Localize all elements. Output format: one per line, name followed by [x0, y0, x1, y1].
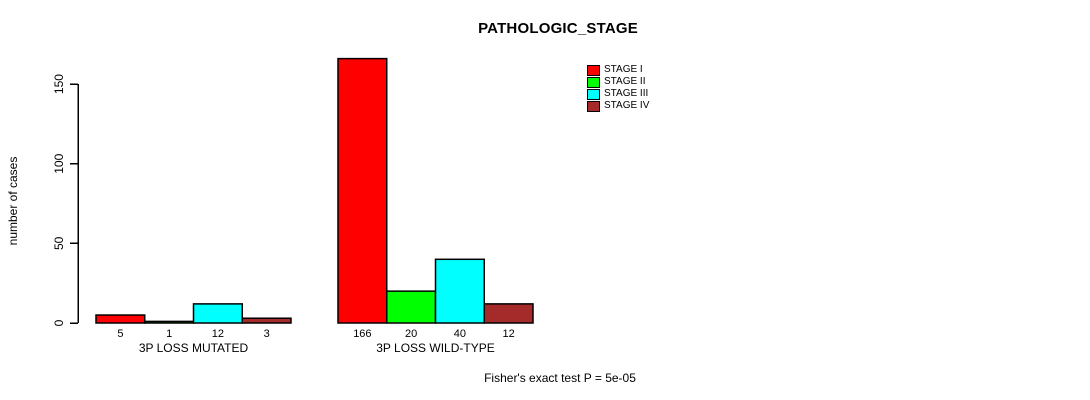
bar-value-label: 5	[117, 328, 123, 340]
legend-swatch-stage-iii	[587, 88, 600, 100]
category-label-3p-loss-wild-type: 3P LOSS WILD-TYPE	[376, 341, 494, 355]
legend-item-stage-iii: STAGE III	[587, 88, 649, 100]
bar-stage-i-3p-loss-wild-type	[337, 57, 388, 324]
legend-swatch-stage-ii	[587, 76, 600, 88]
legend-label: STAGE III	[604, 88, 649, 99]
bar-value-label: 12	[212, 328, 224, 340]
bar-value-label: 20	[405, 328, 417, 340]
bar-value-label: 166	[353, 328, 371, 340]
legend-label: STAGE I	[604, 64, 643, 75]
y-tick-label: 150	[52, 74, 66, 94]
bar-stage-ii-3p-loss-wild-type	[386, 290, 437, 324]
bar-stage-iv-3p-loss-mutated	[241, 317, 292, 324]
bar-stage-i-3p-loss-mutated	[95, 314, 146, 324]
stat-annotation: Fisher's exact test P = 5e-05	[484, 371, 636, 385]
y-tick-label: 100	[52, 153, 66, 173]
legend-label: STAGE IV	[604, 100, 650, 111]
bar-stage-ii-3p-loss-mutated	[144, 320, 195, 324]
bar-value-label: 12	[503, 328, 515, 340]
bar-value-label: 1	[166, 328, 172, 340]
bar-value-label: 40	[454, 328, 466, 340]
legend-swatch-stage-i	[587, 64, 600, 76]
y-tick-label: 0	[52, 319, 66, 326]
bar-stage-iii-3p-loss-wild-type	[434, 258, 485, 324]
bar-stage-iii-3p-loss-mutated	[192, 303, 243, 324]
bar-stage-iv-3p-loss-wild-type	[483, 303, 534, 324]
bar-value-label: 3	[264, 328, 270, 340]
legend-item-stage-ii: STAGE II	[587, 76, 649, 88]
legend-item-stage-iv: STAGE IV	[587, 100, 649, 112]
legend-item-stage-i: STAGE I	[587, 64, 649, 76]
legend-swatch-stage-iv	[587, 100, 600, 112]
category-label-3p-loss-mutated: 3P LOSS MUTATED	[139, 341, 249, 355]
chart-title: PATHOLOGIC_STAGE	[478, 20, 638, 37]
y-tick-label: 50	[52, 236, 66, 250]
legend: STAGE I STAGE II STAGE III STAGE IV	[587, 64, 649, 112]
legend-label: STAGE II	[604, 76, 646, 87]
